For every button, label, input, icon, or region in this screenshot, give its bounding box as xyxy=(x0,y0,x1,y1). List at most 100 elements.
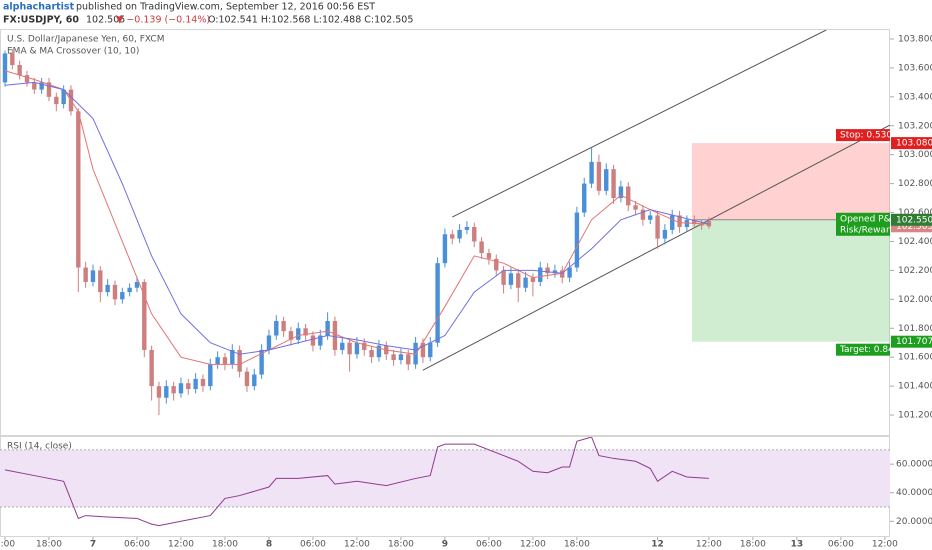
candle-body xyxy=(354,342,360,355)
candle-body xyxy=(464,227,470,230)
candle-body xyxy=(428,342,433,358)
candle-body xyxy=(655,215,660,239)
target-zone xyxy=(692,219,890,342)
y-tick-label: 101.800 xyxy=(898,324,932,334)
author[interactable]: alphachartist xyxy=(3,2,75,13)
stop-tag-label: 103.080 xyxy=(896,139,932,149)
y-tick-label: 102.400 xyxy=(898,237,932,247)
candle-body xyxy=(156,386,162,398)
candle-body xyxy=(545,267,550,274)
y-tick-label: 20.0000 xyxy=(896,517,932,527)
x-tick-label: 12 xyxy=(651,540,664,550)
candle-body xyxy=(692,219,697,225)
candle-body xyxy=(310,335,316,346)
channel-line xyxy=(452,30,827,218)
rsi-plot xyxy=(0,437,890,527)
candle-body xyxy=(208,364,213,387)
candle-body xyxy=(640,209,646,220)
target-text: Target: 0.843 ( xyxy=(839,345,906,355)
candle-body xyxy=(274,321,279,336)
candle-body xyxy=(76,111,81,268)
candle-body xyxy=(266,335,272,350)
candle-body xyxy=(17,65,22,76)
x-tick-label: 18:00 xyxy=(212,540,238,550)
candle-body xyxy=(530,277,536,282)
candle-body xyxy=(472,227,477,242)
candle-body xyxy=(237,349,242,372)
candle-body xyxy=(604,169,609,191)
candle-body xyxy=(112,284,118,300)
x-tick-label: 18:00 xyxy=(740,540,766,550)
candle-body xyxy=(523,277,528,288)
y-tick-label: 102.800 xyxy=(898,179,932,189)
candle-body xyxy=(347,342,352,355)
candle-body xyxy=(626,186,631,206)
symbol: FX:USDJPY, 60 xyxy=(3,15,79,26)
ma-line xyxy=(4,81,710,355)
candle-body xyxy=(582,183,587,213)
candle-body xyxy=(633,205,638,210)
y-tick-label: 103.000 xyxy=(898,150,932,160)
y-tick-label: 102.600 xyxy=(898,208,932,218)
candle-body xyxy=(538,267,543,282)
candle-body xyxy=(567,267,572,278)
y-tick-label: 103.600 xyxy=(898,63,932,73)
candle-body xyxy=(494,258,499,271)
candle-body xyxy=(83,267,88,282)
candle-body xyxy=(332,321,338,350)
axes: 103.800 103.600 103.400 103.200 103.000 102.8… xyxy=(0,34,932,550)
x-tick-label: 06:00 xyxy=(300,540,326,550)
candle-body xyxy=(420,342,426,358)
candle-body xyxy=(105,284,110,293)
x-tick-label: 18:00 xyxy=(36,540,62,550)
y-tick-label: 60.0000 xyxy=(896,460,932,470)
candle-body xyxy=(230,349,235,365)
candle-body xyxy=(288,331,294,340)
x-tick-label: 12:00 xyxy=(696,540,722,550)
candle-body xyxy=(611,169,616,199)
y-tick-label: 103.200 xyxy=(898,121,932,131)
y-tick-label: 103.800 xyxy=(898,34,932,44)
rr-text-box xyxy=(836,223,890,236)
candle-body xyxy=(24,75,30,83)
x-tick-label: 13 xyxy=(791,540,804,550)
x-tick-label: 12:00 xyxy=(168,540,194,550)
candle-body xyxy=(46,82,52,97)
candle-body xyxy=(61,89,66,105)
x-tick-label: 12:00 xyxy=(872,540,898,550)
candle-body xyxy=(164,386,169,398)
candle-body xyxy=(442,234,448,264)
candle-body xyxy=(244,371,250,387)
candle-body xyxy=(252,374,257,387)
rsi-band xyxy=(0,449,890,507)
candle-body xyxy=(391,354,396,361)
candle-body xyxy=(98,270,103,293)
candle-body xyxy=(32,82,37,90)
candle-body xyxy=(508,273,514,285)
candle-body xyxy=(677,215,682,228)
candle-body xyxy=(406,354,411,365)
rsi-title: RSI (14, close) xyxy=(7,442,72,452)
candle-body xyxy=(281,321,286,332)
x-tick-label: 8 xyxy=(266,540,272,550)
candle-body xyxy=(303,328,308,336)
x-tick-label: 7 xyxy=(90,540,96,550)
entry-tag xyxy=(891,213,932,226)
rsi-line xyxy=(4,437,709,527)
candle-body xyxy=(54,96,59,105)
candle-body xyxy=(662,229,668,239)
y-tick-label: 101.400 xyxy=(898,382,932,392)
y-tick-label: 103.400 xyxy=(898,92,932,102)
candle-body xyxy=(501,270,506,285)
ma-line xyxy=(4,70,709,365)
y-tick-label: 102.000 xyxy=(898,295,932,305)
candle-body xyxy=(670,215,675,230)
x-tick-label: 18:00 xyxy=(388,540,414,550)
candle-body xyxy=(552,270,558,274)
candle-body xyxy=(318,335,323,346)
candle-body xyxy=(178,383,184,394)
header-bg xyxy=(0,0,932,28)
candle-body xyxy=(193,378,198,390)
x-tick-label: 12:00 xyxy=(344,540,370,550)
x-tick-label: 12:00 xyxy=(520,540,546,550)
